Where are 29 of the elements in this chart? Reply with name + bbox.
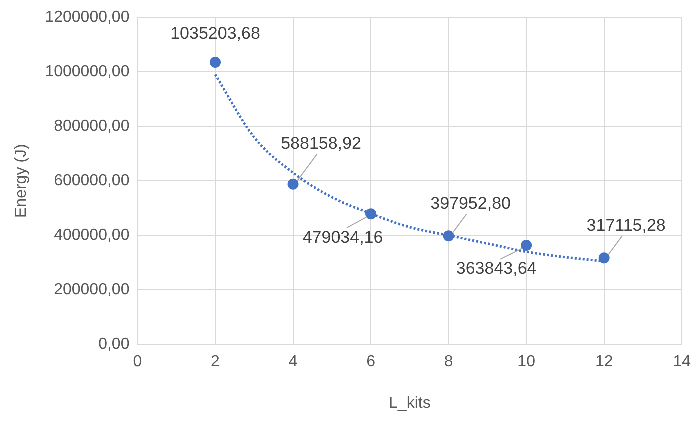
point (598, 252, 610, 264)
y-tick-label: 400000,00 (54, 227, 130, 244)
point (288, 178, 299, 190)
y-axis-title: Energy (J) (13, 144, 30, 218)
x-tick-label: 10 (518, 354, 536, 371)
y-tick-label: 800000,00 (54, 118, 130, 136)
data-label: 363843,64 (456, 259, 537, 278)
data-label: 588158,92 (281, 134, 362, 154)
point (521, 240, 532, 251)
point (443, 230, 454, 242)
x-tick-label: 8 (444, 354, 454, 371)
y-tick-label: 1000000,00 (45, 64, 130, 81)
y-tick-label: 0,00 (98, 336, 130, 354)
x-tick-label: 2 (211, 354, 220, 371)
point (210, 57, 221, 68)
y-tick-label: 1200000,00 (45, 9, 130, 26)
data-label: 397952,80 (430, 194, 511, 213)
y-tick-label: 600000,00 (54, 172, 130, 190)
data-label: 479034,16 (302, 228, 384, 247)
y-tick-label: 200000,00 (54, 282, 130, 299)
data-label: 317115,28 (586, 216, 666, 235)
data-label: 1035203,68 (170, 24, 260, 44)
point (366, 208, 377, 220)
x-tick-label: 6 (366, 354, 376, 371)
x-tick-label: 14 (673, 354, 692, 371)
x-tick-label: 0 (133, 354, 142, 371)
x-tick-label: 4 (288, 354, 298, 371)
x-tick-label: 12 (595, 354, 614, 371)
x-axis-title: L_kits (389, 394, 431, 412)
